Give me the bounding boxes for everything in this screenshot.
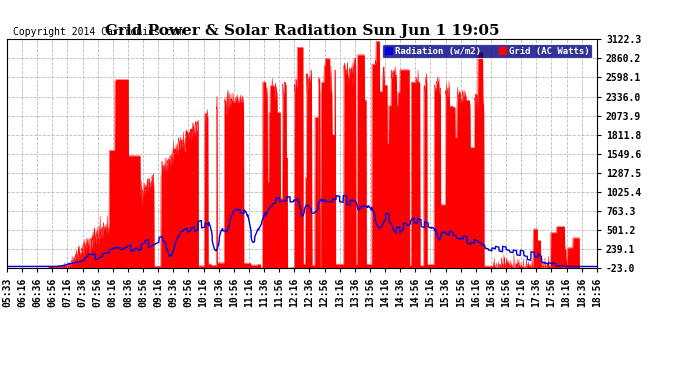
Legend: Radiation (w/m2), Grid (AC Watts): Radiation (w/m2), Grid (AC Watts) [382,44,592,58]
Text: Copyright 2014 Cartronics.com: Copyright 2014 Cartronics.com [13,27,183,37]
Title: Grid Power & Solar Radiation Sun Jun 1 19:05: Grid Power & Solar Radiation Sun Jun 1 1… [105,24,499,38]
